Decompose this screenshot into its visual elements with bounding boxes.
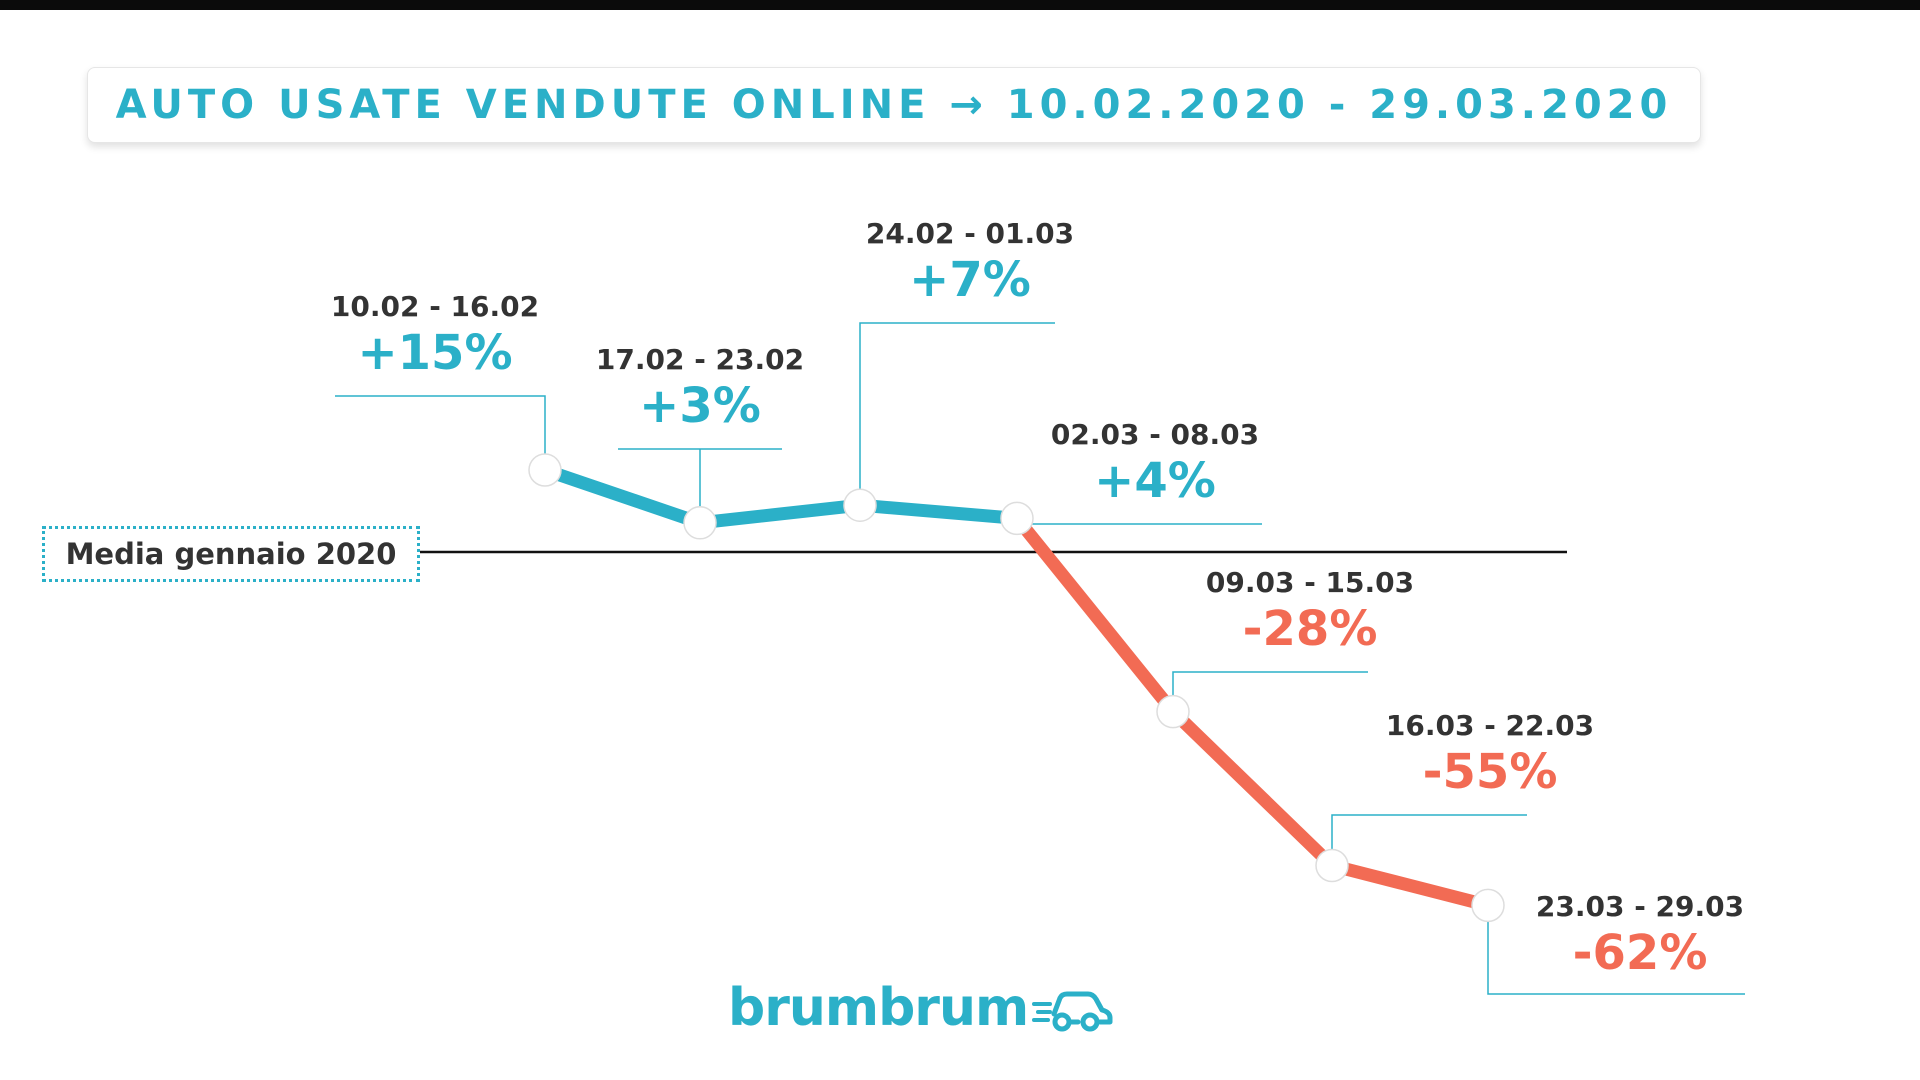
data-label: 24.02 - 01.03 +7% [820, 217, 1120, 309]
data-label: 09.03 - 15.03 -28% [1160, 566, 1460, 658]
value-label: -55% [1422, 744, 1558, 800]
data-label: 23.03 - 29.03 -62% [1490, 890, 1790, 982]
title-box: AUTO USATE VENDUTE ONLINE → 10.02.2020 -… [87, 67, 1701, 143]
logo-text: brumbrum [728, 978, 1029, 1038]
data-point [528, 453, 562, 487]
category-label: 24.02 - 01.03 [865, 217, 1075, 250]
data-point [1471, 888, 1505, 923]
car-icon [1032, 991, 1113, 1032]
label-connector [335, 395, 546, 470]
label-connector [859, 322, 1055, 506]
data-point [843, 488, 877, 522]
value-label: +15% [357, 325, 513, 381]
value-label: -62% [1572, 925, 1708, 981]
data-label: 16.03 - 22.03 -55% [1340, 709, 1640, 801]
category-label: 17.02 - 23.02 [595, 343, 805, 376]
label-connector [1331, 814, 1527, 866]
series-line [538, 463, 1495, 912]
value-label: +3% [639, 378, 761, 434]
label-connector [1016, 514, 1262, 525]
value-label: +7% [909, 252, 1031, 308]
series-segment [693, 498, 867, 530]
series-segment [538, 463, 707, 530]
category-label: 23.03 - 29.03 [1535, 890, 1745, 923]
brand-logo: brumbrum [728, 978, 1114, 1038]
series-segment [853, 498, 1024, 525]
label-connector [1487, 905, 1745, 995]
data-label: 17.02 - 23.02 +3% [550, 343, 850, 435]
top-bar [0, 0, 1920, 10]
category-label: 02.03 - 08.03 [1050, 418, 1260, 451]
category-label: 09.03 - 15.03 [1205, 566, 1415, 599]
series-segment [1010, 511, 1180, 719]
category-label: 16.03 - 22.03 [1385, 709, 1595, 742]
label-connector [1172, 671, 1368, 712]
data-label: 02.03 - 08.03 +4% [1005, 418, 1305, 510]
baseline-label: Media gennaio 2020 [42, 526, 420, 582]
data-points [528, 453, 1505, 923]
series-segment [1166, 705, 1339, 872]
chart-title: AUTO USATE VENDUTE ONLINE → 10.02.2020 -… [115, 82, 1673, 128]
data-point [683, 506, 717, 540]
data-point [1156, 694, 1190, 729]
data-point [1000, 501, 1034, 536]
data-point [1315, 848, 1349, 883]
series-segment [1325, 859, 1495, 912]
category-label: 10.02 - 16.02 [330, 290, 540, 323]
value-label: +4% [1094, 453, 1216, 509]
data-label: 10.02 - 16.02 +15% [285, 290, 585, 382]
value-label: -28% [1242, 601, 1378, 657]
